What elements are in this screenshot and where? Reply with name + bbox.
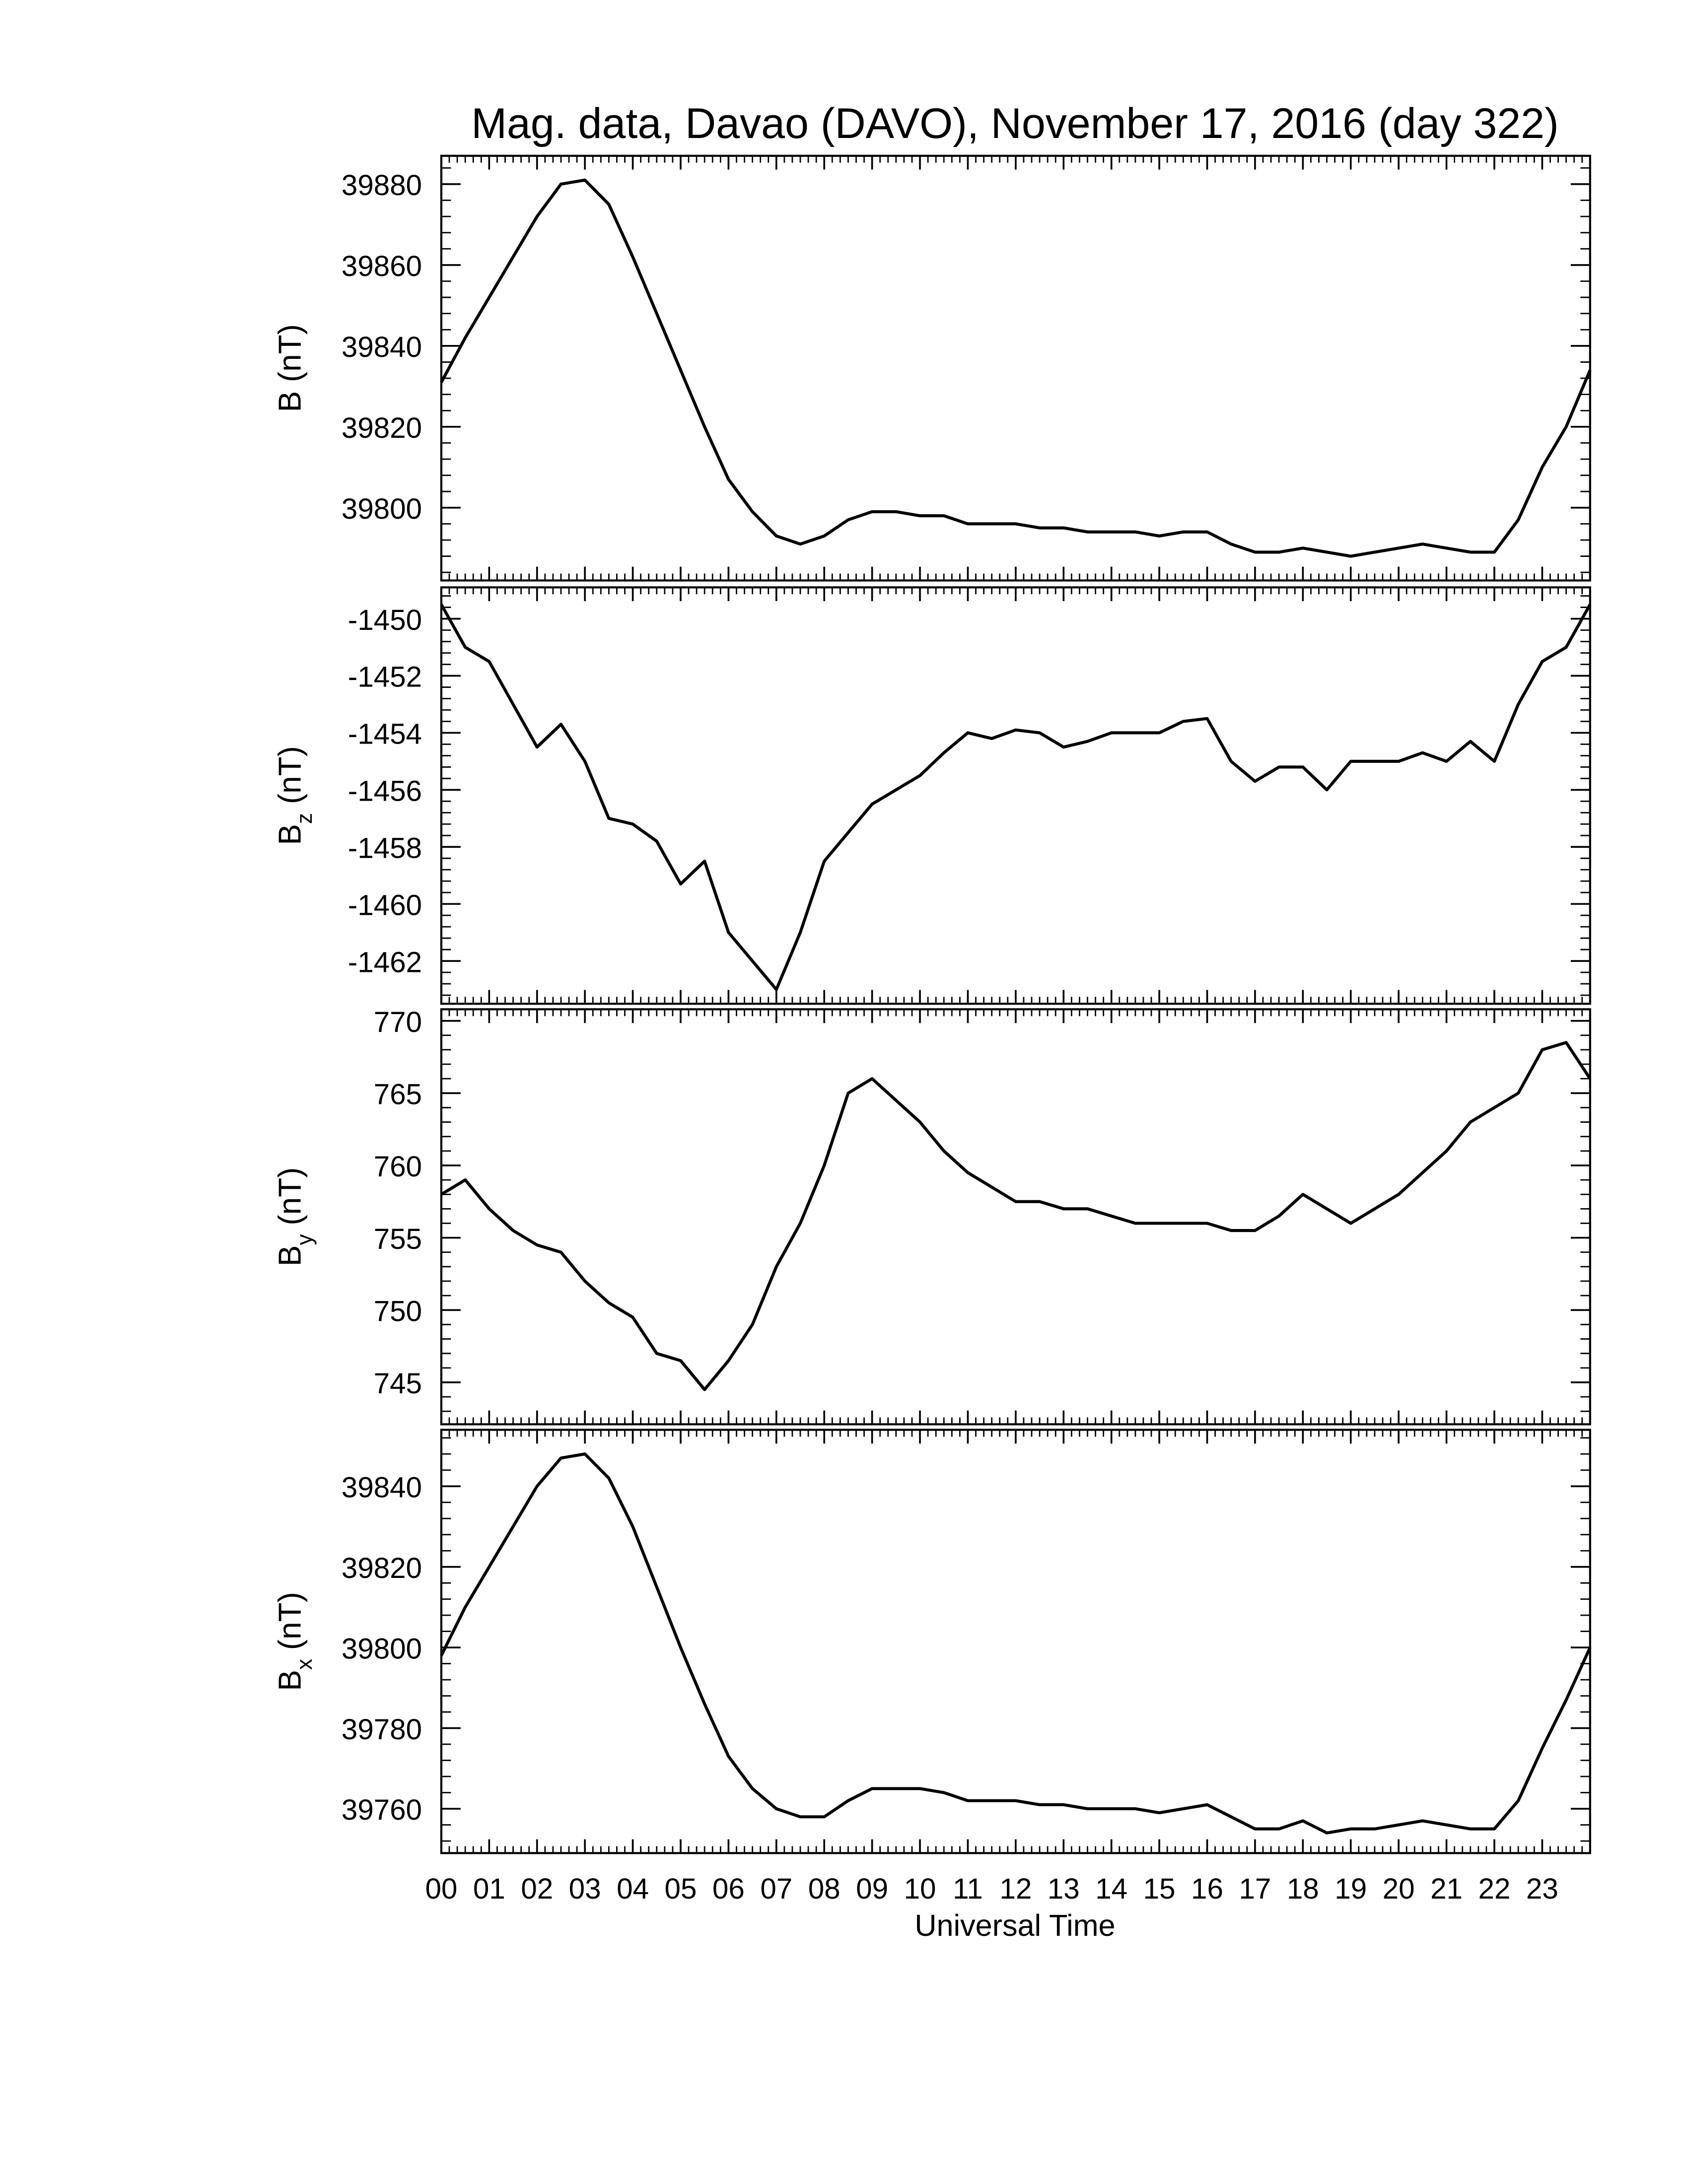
y-label-space (272, 382, 308, 391)
x-axis-label: Universal Time (914, 1909, 1115, 1942)
x-tick-label: 05 (665, 1873, 697, 1905)
data-line (440, 604, 1592, 991)
x-tick-label: 11 (953, 1873, 983, 1905)
y-tick-label: 760 (374, 1151, 422, 1183)
x-tick-label: 12 (999, 1873, 1032, 1905)
x-tick-label: 07 (760, 1873, 792, 1905)
x-tick-label: 03 (569, 1873, 601, 1905)
data-line (440, 1041, 1592, 1391)
plot-frame (440, 586, 1591, 1005)
y-tick-label: -1460 (348, 889, 422, 921)
y-tick-label: 745 (374, 1367, 422, 1400)
x-tick-label: 14 (1095, 1873, 1127, 1905)
y-axis-label: By (nT) (272, 1167, 317, 1267)
x-tick-label: 22 (1478, 1873, 1511, 1905)
y-tick-label: 765 (374, 1079, 422, 1111)
x-tick-label: 13 (1048, 1873, 1080, 1905)
data-line (440, 178, 1592, 558)
y-tick-label: 39840 (342, 1471, 422, 1503)
x-tick-label: 18 (1287, 1873, 1319, 1905)
y-tick-label: 39840 (342, 331, 422, 363)
y-axis-label: Bz (nT) (272, 746, 317, 845)
x-tick-label: 09 (856, 1873, 888, 1905)
y-tick-label: 39800 (342, 493, 422, 525)
y-label-main: B (272, 1670, 308, 1691)
y-tick-label: -1452 (348, 661, 422, 693)
y-tick-label: 39780 (342, 1713, 422, 1746)
chart-title: Mag. data, Davao (DAVO), November 17, 20… (471, 100, 1559, 147)
x-tick-label: 00 (425, 1873, 457, 1905)
y-tick-label: 770 (374, 1006, 422, 1038)
y-axis-label: B (nT) (272, 324, 308, 412)
plot-frame (440, 1008, 1591, 1426)
x-tick-label: 20 (1383, 1873, 1415, 1905)
y-tick-label: 39820 (342, 1552, 422, 1584)
y-label-main: B (272, 824, 308, 845)
y-label-space (272, 1650, 308, 1659)
x-tick-label: 01 (473, 1873, 505, 1905)
y-axis-label: Bx (nT) (272, 1592, 317, 1691)
y-tick-label: -1456 (348, 775, 422, 808)
y-label-sub: z (292, 813, 317, 824)
y-tick-label: 39820 (342, 412, 422, 444)
y-label-unit: (nT) (272, 1167, 308, 1226)
data-line (440, 1452, 1592, 1835)
x-tick-label: 02 (521, 1873, 553, 1905)
y-label-space (272, 804, 308, 813)
x-tick-label: 17 (1239, 1873, 1271, 1905)
x-tick-label: 21 (1430, 1873, 1463, 1905)
y-tick-label: 39860 (342, 250, 422, 282)
y-label-sub: y (292, 1234, 317, 1245)
y-tick-label: -1454 (348, 718, 422, 751)
x-tick-label: 23 (1526, 1873, 1558, 1905)
x-tick-label: 06 (712, 1873, 745, 1905)
x-tick-label: 04 (617, 1873, 649, 1905)
y-tick-label: 39800 (342, 1633, 422, 1665)
x-tick-label: 19 (1335, 1873, 1367, 1905)
x-tick-label: 08 (808, 1873, 841, 1905)
y-tick-label: 39880 (342, 169, 422, 202)
y-tick-label: -1450 (348, 604, 422, 636)
y-tick-label: 755 (374, 1223, 422, 1255)
y-label-unit: (nT) (272, 324, 308, 382)
y-tick-label: 39760 (342, 1794, 422, 1826)
y-tick-label: -1462 (348, 946, 422, 978)
plot-frame (440, 1429, 1591, 1854)
y-tick-label: -1458 (348, 832, 422, 864)
y-label-unit: (nT) (272, 746, 308, 804)
y-label-unit: (nT) (272, 1592, 308, 1650)
plot-frame (440, 154, 1591, 582)
x-tick-label: 10 (904, 1873, 936, 1905)
y-tick-label: 750 (374, 1296, 422, 1328)
x-tick-label: 15 (1143, 1873, 1176, 1905)
y-label-space (272, 1226, 308, 1234)
y-label-main: B (272, 391, 308, 412)
y-label-sub: x (292, 1659, 317, 1670)
y-label-main: B (272, 1245, 308, 1267)
x-tick-label: 16 (1191, 1873, 1223, 1905)
